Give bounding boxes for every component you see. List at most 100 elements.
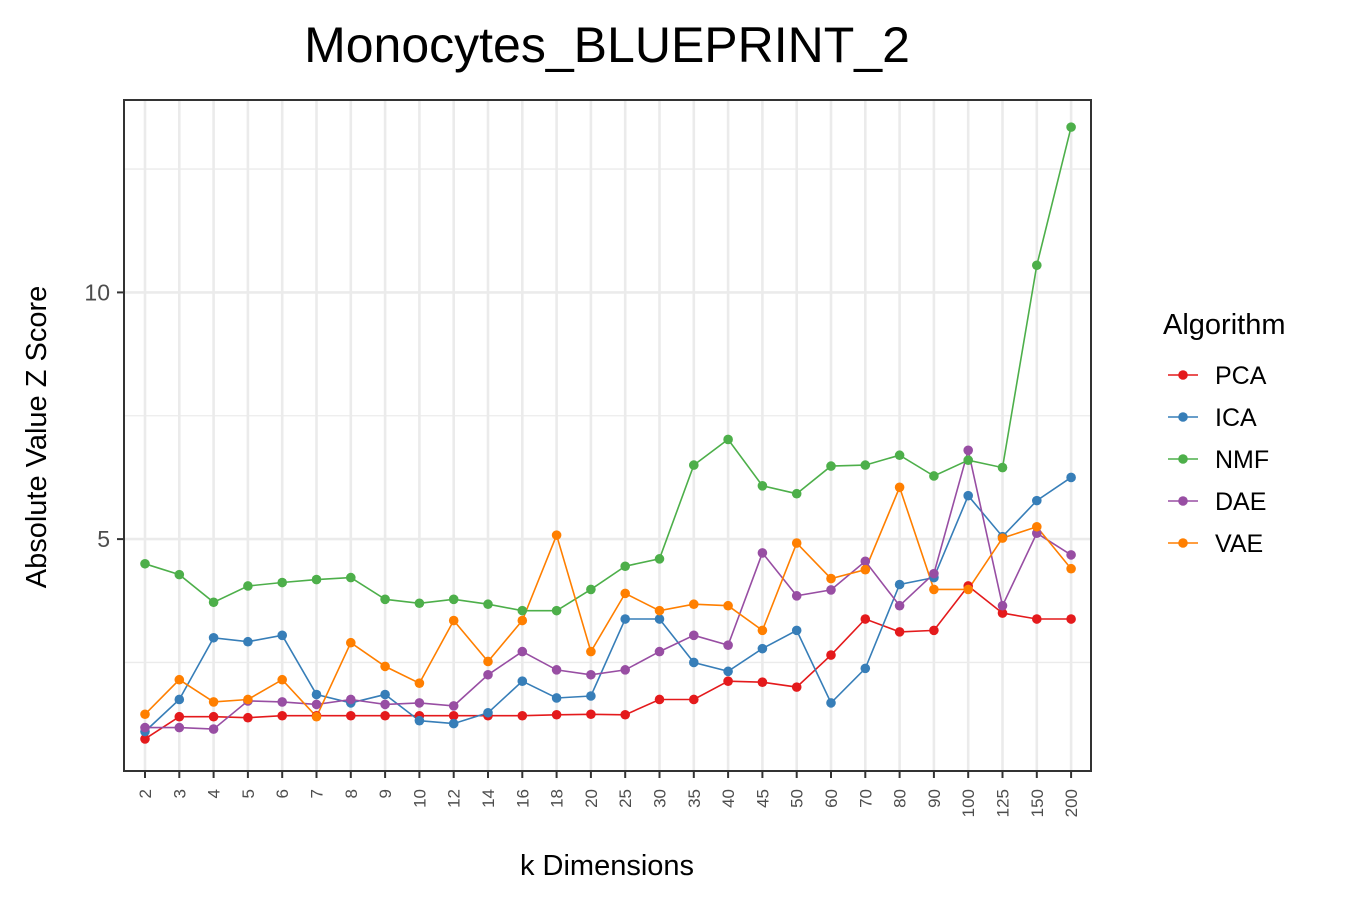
x-tick-label: 20 [582, 789, 601, 808]
data-point-nmf [243, 581, 253, 591]
plot-border [123, 99, 1092, 772]
data-point-pca [174, 711, 185, 722]
data-point-ica [483, 707, 493, 718]
x-tick-label: 45 [753, 789, 772, 808]
x-axis: 2 3 4 5 6 7 8 9 10 12 14 16 18 20 25 30 35 40 45 50 60 70 80 90… [136, 771, 1081, 817]
plot-grid [124, 100, 1091, 771]
data-point-dae [380, 699, 390, 710]
data-point-pca [689, 694, 699, 705]
data-point-nmf [448, 594, 459, 605]
data-point-nmf [277, 577, 288, 588]
data-point-vae [174, 674, 185, 685]
data-point-pca [654, 694, 665, 705]
data-point-vae [791, 538, 802, 548]
data-point-dae [757, 548, 768, 558]
data-point-nmf [1032, 260, 1042, 271]
data-point-ica [654, 614, 665, 624]
data-point-vae [311, 711, 322, 722]
data-point-dae [929, 568, 939, 579]
data-point-dae [1066, 550, 1076, 560]
data-point-vae [620, 588, 630, 599]
data-point-dae [654, 646, 665, 657]
data-point-vae [894, 482, 905, 493]
data-point-pca [140, 734, 150, 744]
data-point-pca [757, 677, 768, 687]
legend-key-point-ica [1178, 412, 1188, 422]
data-point-vae [1032, 521, 1042, 532]
data-point-pca [448, 710, 459, 721]
data-point-dae [517, 646, 528, 657]
data-point-vae [243, 694, 253, 705]
data-point-ica [517, 676, 528, 687]
data-point-dae [174, 722, 185, 733]
data-point-nmf [791, 488, 802, 499]
data-point-vae [140, 709, 150, 720]
data-point-dae [860, 556, 871, 567]
data-point-vae [551, 530, 562, 540]
data-point-ica [757, 643, 768, 654]
x-tick-label: 125 [994, 789, 1013, 817]
data-point-ica [963, 490, 973, 501]
data-point-vae [483, 656, 493, 667]
data-point-nmf [929, 471, 939, 481]
legend: Algorithm PCA ICA NMF DAE VAE [1163, 309, 1286, 558]
data-point-dae [586, 669, 596, 680]
data-point-ica [243, 636, 253, 647]
legend-label-pca: PCA [1215, 362, 1267, 390]
data-point-dae [689, 630, 699, 641]
data-point-vae [346, 637, 356, 648]
legend-key-point-dae [1178, 496, 1188, 506]
x-axis-title: k Dimensions [520, 850, 694, 882]
legend-title: Algorithm [1163, 309, 1286, 341]
x-tick-label: 2 [136, 789, 155, 798]
data-point-nmf [140, 558, 150, 569]
x-tick-label: 5 [239, 789, 258, 798]
series-line-nmf [144, 126, 1072, 612]
data-point-nmf [689, 460, 699, 470]
x-tick-label: 16 [513, 789, 532, 808]
x-tick-label: 4 [205, 789, 224, 798]
data-point-vae [826, 573, 836, 584]
data-point-pca [997, 608, 1008, 618]
x-tick-label: 3 [170, 789, 189, 798]
chart-title: Monocytes_BLUEPRINT_2 [304, 17, 910, 73]
data-point-pca [243, 712, 253, 723]
data-point-dae [723, 640, 733, 650]
data-point-pca [894, 627, 905, 637]
data-point-nmf [586, 584, 596, 595]
x-tick-label: 50 [788, 789, 807, 808]
data-point-nmf [483, 599, 493, 610]
data-point-ica [860, 663, 871, 674]
y-tick-label: 5 [97, 526, 110, 552]
data-point-nmf [380, 594, 390, 605]
series-line-ica [144, 476, 1072, 733]
data-point-ica [277, 630, 288, 641]
data-point-vae [1066, 563, 1076, 574]
data-point-pca [517, 710, 528, 721]
data-point-ica [620, 614, 630, 624]
data-point-dae [997, 600, 1008, 611]
data-point-vae [380, 661, 390, 672]
data-point-vae [963, 584, 973, 595]
data-point-nmf [208, 597, 219, 608]
data-point-pca [380, 710, 390, 721]
data-point-ica [826, 698, 836, 708]
data-point-vae [586, 646, 596, 657]
data-point-ica [174, 694, 185, 705]
data-point-pca [551, 709, 562, 720]
data-point-vae [929, 584, 939, 595]
x-tick-label: 10 [410, 789, 429, 808]
legend-label-vae: VAE [1215, 530, 1263, 558]
series-line-dae [145, 450, 1072, 730]
data-point-ica [894, 579, 905, 590]
data-point-nmf [997, 462, 1008, 473]
x-tick-label: 80 [891, 789, 910, 808]
data-point-nmf [654, 554, 665, 564]
data-point-nmf [963, 455, 973, 465]
data-point-vae [208, 697, 219, 707]
data-point-ica [1066, 472, 1076, 483]
x-tick-label: 70 [856, 789, 875, 808]
data-point-vae [757, 625, 768, 636]
x-tick-label: 150 [1028, 789, 1047, 817]
